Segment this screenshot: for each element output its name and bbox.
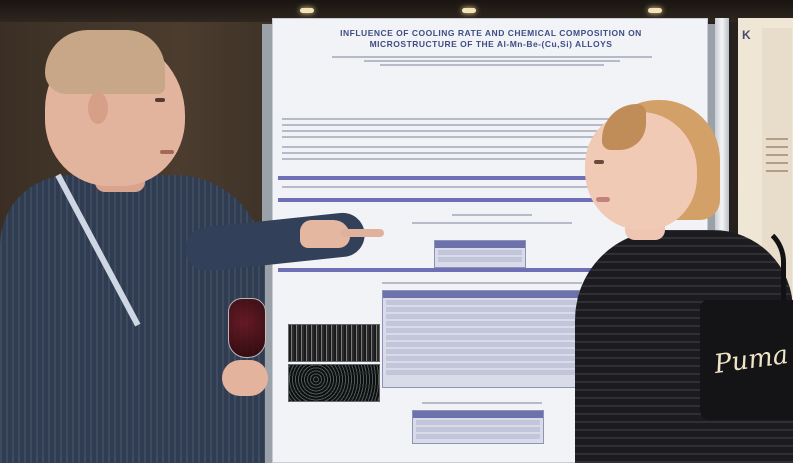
abstract-line [282,118,692,120]
table-row [416,434,540,439]
table-row [438,257,522,262]
author-line [332,56,652,58]
poster-authors [332,54,652,68]
poster-text-line [452,214,532,216]
table-row [386,307,576,312]
man-mouth [160,150,174,154]
table-row [386,356,576,361]
table-header [383,291,579,298]
ceiling-light [462,8,476,13]
table-row [386,328,576,333]
affiliation-line [364,60,620,62]
man-hair [45,30,165,94]
poster-title: INFLUENCE OF COOLING RATE AND CHEMICAL C… [286,28,696,50]
abstract-line [282,152,684,154]
table-row [386,363,576,368]
poster-title-line-1: INFLUENCE OF COOLING RATE AND CHEMICAL C… [340,28,642,38]
wine-glass [228,298,266,358]
table-row [386,321,576,326]
woman-eye [594,160,604,164]
affiliation-line [380,64,604,66]
poster-section-bar [278,268,702,272]
poster-text-line [412,222,572,224]
man-hand-holding-glass [222,360,268,396]
micrograph-image [288,324,380,362]
micrograph-image [288,364,380,402]
man-eye [155,98,165,102]
poster-table [412,410,544,444]
adjacent-poster-line [766,138,788,140]
table-row [386,370,576,375]
poster-title-line-2: MICROSTRUCTURE OF THE Al-Mn-Be-(Cu,Si) A… [369,39,613,49]
table-row [386,300,576,305]
poster-text-line [382,282,582,284]
poster-text-line [422,402,542,404]
adjacent-poster-line [766,154,788,156]
woman-mouth [596,197,610,202]
poster-section-bar [278,176,702,180]
adjacent-poster-line [766,146,788,148]
abstract-line [282,124,682,126]
table-row [386,335,576,340]
man-ear [88,92,108,124]
adjacent-poster-line [766,170,788,172]
table-row [386,349,576,354]
poster-text-line [282,186,682,188]
abstract-line [282,146,692,148]
abstract-line [282,136,677,138]
man-pointing-finger [340,229,384,237]
bag-strap [706,222,786,322]
poster-results-table [382,290,580,388]
poster-table [434,240,526,268]
ceiling-light [300,8,314,13]
ceiling-light [648,8,662,13]
adjacent-poster-letter: K [742,28,751,42]
table-row [386,342,576,347]
table-row [416,427,540,432]
table-header [413,411,543,418]
ceiling [0,0,793,22]
table-row [416,420,540,425]
table-row [438,250,522,255]
abstract-line [282,158,662,160]
table-row [386,314,576,319]
poster-section-bar [278,198,702,202]
table-header [435,241,525,248]
adjacent-poster-line [766,162,788,164]
abstract-line [282,130,687,132]
tote-bag [700,300,793,420]
